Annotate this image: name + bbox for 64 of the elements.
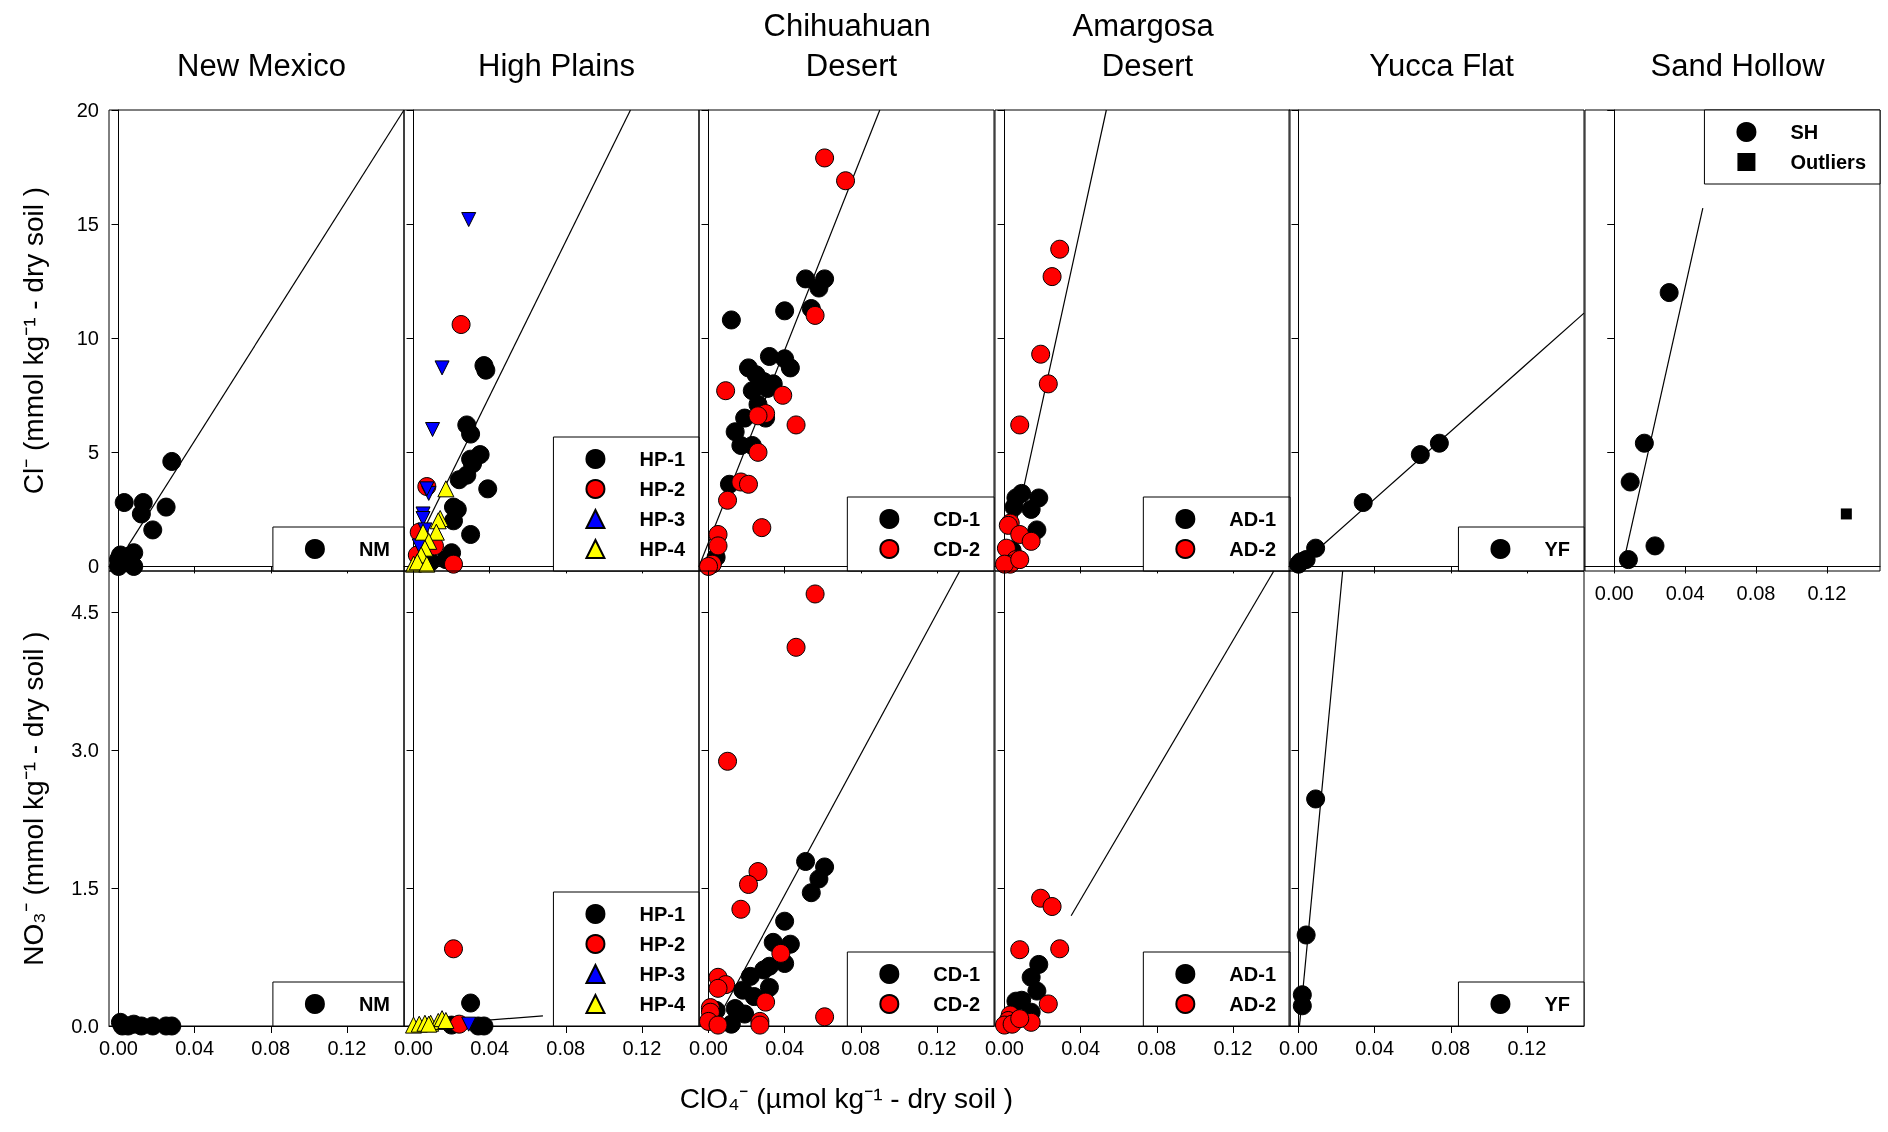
x-tick-label: 0.04: [765, 1037, 805, 1059]
legend-label: HP-1: [639, 448, 686, 470]
x-tick-label: 0.12: [1807, 582, 1847, 604]
x-tick-label: 0.04: [1665, 582, 1705, 604]
y-tick-label: 3.0: [71, 739, 99, 762]
legend-label: HP-1: [639, 903, 686, 925]
x-tick-label: 0.00: [985, 1037, 1024, 1059]
legend-label: HP-3: [639, 963, 686, 985]
x-tick-label: 0.12: [1507, 1037, 1547, 1059]
legend-label: HP-3: [639, 508, 686, 530]
y-axis-title: NO₃⁻ (mmol kg⁻¹ - dry soil ): [17, 631, 49, 966]
y-tick-label: 5: [87, 441, 99, 464]
y-tick-label: 15: [76, 213, 99, 236]
legend-label: NM: [358, 538, 391, 560]
y-tick-label: 20: [76, 99, 99, 121]
y-tick-label: 0.0: [71, 1015, 99, 1037]
x-tick-label: 0.08: [546, 1037, 586, 1059]
chart-title: Yucca Flat: [1369, 47, 1515, 83]
x-tick-label: 0.12: [917, 1037, 957, 1059]
x-tick-label: 0.08: [1736, 582, 1776, 604]
legend-label: HP-2: [639, 478, 686, 500]
chart-title: High Plains: [478, 47, 635, 83]
chart-title: Sand Hollow: [1650, 47, 1826, 83]
legend-label: HP-4: [639, 538, 686, 560]
x-tick-label: 0.04: [470, 1037, 510, 1059]
x-tick-label: 0.08: [841, 1037, 881, 1059]
legend-label: SH: [1790, 121, 1819, 143]
legend-label: HP-4: [639, 993, 686, 1015]
legend-label: YF: [1544, 538, 1571, 560]
legend-label: Outliers: [1790, 151, 1866, 173]
x-tick-label: 0.12: [327, 1037, 367, 1059]
legend-label: AD-2: [1229, 538, 1276, 560]
chart-title: Chihuahuan Desert: [763, 7, 940, 83]
legend-label: CD-2: [933, 538, 980, 560]
legend-label: AD-2: [1229, 993, 1276, 1015]
chart-title: New Mexico: [177, 47, 346, 83]
x-tick-label: 0.00: [1279, 1037, 1318, 1059]
legend-label: AD-1: [1229, 963, 1276, 985]
x-tick-label: 0.12: [622, 1037, 662, 1059]
x-tick-label: 0.04: [1355, 1037, 1395, 1059]
y-tick-label: 0: [87, 555, 99, 578]
y-tick-label: 10: [76, 327, 99, 350]
y-tick-label: 4.5: [71, 601, 99, 624]
x-tick-label: 0.08: [1431, 1037, 1471, 1059]
x-tick-label: 0.00: [394, 1037, 433, 1059]
x-tick-label: 0.00: [1594, 582, 1634, 604]
legend-label: YF: [1544, 993, 1571, 1015]
x-tick-label: 0.00: [689, 1037, 728, 1059]
legend-label: CD-1: [933, 508, 980, 530]
x-tick-label: 0.12: [1213, 1037, 1253, 1059]
chart-title: Amargosa Desert: [1072, 7, 1223, 83]
legend-label: CD-2: [933, 993, 980, 1015]
legend-label: CD-1: [933, 963, 980, 985]
y-tick-label: 1.5: [71, 877, 99, 900]
legend-label: AD-1: [1229, 508, 1276, 530]
x-tick-label: 0.04: [175, 1037, 215, 1059]
x-tick-label: 0.00: [99, 1037, 138, 1059]
legend-label: HP-2: [639, 933, 686, 955]
x-tick-label: 0.08: [251, 1037, 291, 1059]
x-tick-label: 0.08: [1137, 1037, 1177, 1059]
x-axis-title: ClO₄⁻ (µmol kg⁻¹ - dry soil ): [679, 1082, 1014, 1114]
x-tick-label: 0.04: [1061, 1037, 1101, 1059]
legend-label: NM: [358, 993, 391, 1015]
y-axis-title: Cl⁻ (mmol kg⁻¹ - dry soil ): [17, 186, 49, 495]
